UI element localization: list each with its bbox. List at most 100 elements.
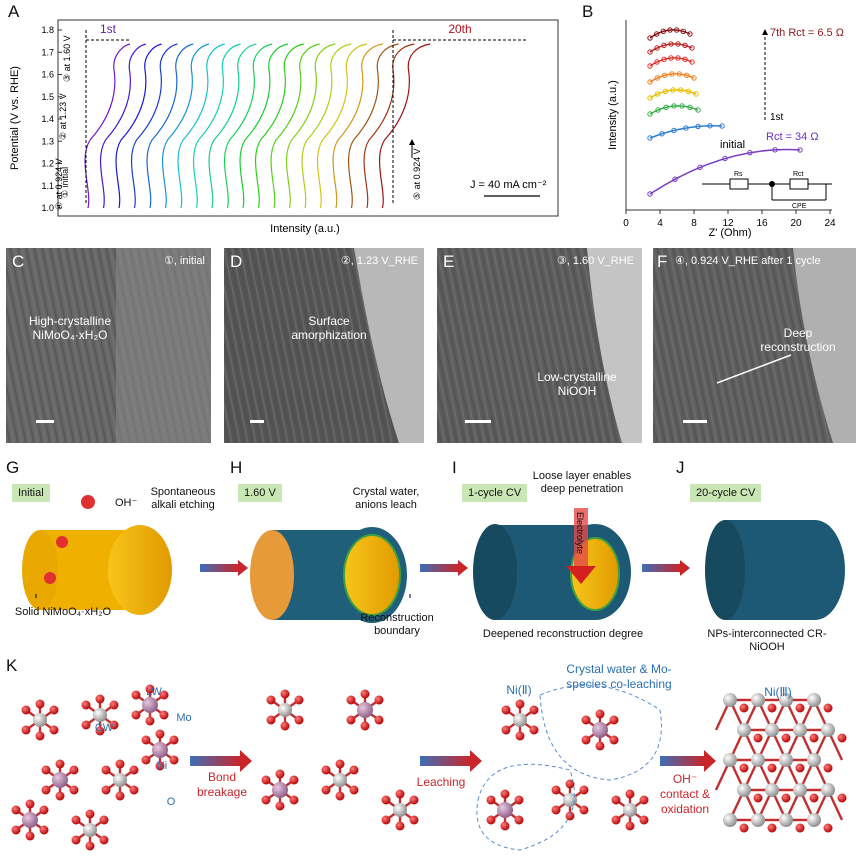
ni-atom: [737, 783, 751, 797]
ni-atom: [751, 813, 765, 827]
nyquist-point: [647, 95, 653, 101]
o-atom: [739, 703, 749, 713]
o-atom: [514, 815, 524, 825]
nyquist-arc: [649, 148, 801, 195]
tem-c-label: ①, initial: [163, 255, 205, 267]
nyquist-point: [687, 31, 693, 37]
nyquist-point: [647, 35, 653, 41]
cycle-curve: [254, 43, 304, 209]
o-atom: [159, 710, 169, 720]
chart-b-first-label: 1st: [770, 112, 784, 123]
o-atom: [529, 725, 539, 735]
o-atom: [595, 741, 605, 751]
o-atom: [129, 785, 139, 795]
scale-bar-e: [465, 420, 491, 423]
ni-atom: [723, 813, 737, 827]
chart-b-initial-label: initial: [720, 139, 745, 151]
marker-5: ⑤ at 0.924 V: [412, 148, 422, 200]
o-atom: [280, 689, 290, 699]
nyquist-point: [647, 79, 653, 85]
chart-a-curves: [84, 43, 431, 209]
leach-label: Crystal water, anions leach: [352, 486, 420, 511]
nyquist-point: [772, 147, 778, 153]
xtick-label: 12: [722, 218, 734, 229]
ni-atom: [83, 823, 97, 837]
current-density-label: J = 40 mA cm⁻²: [470, 179, 547, 191]
electrolyte-label: Electrolyte: [575, 512, 585, 555]
o-atom: [611, 815, 621, 825]
cycle-curve: [192, 43, 241, 209]
chart-a-xlabel: Intensity (a.u.): [270, 223, 340, 235]
o-atom: [35, 731, 45, 741]
nyquist-point: [691, 75, 697, 81]
mo-atom: [592, 722, 608, 738]
o-atom: [261, 795, 271, 805]
pellet-20cycle: [705, 520, 845, 620]
o-atom: [395, 821, 405, 831]
o-atom: [500, 821, 510, 831]
o-atom: [261, 775, 271, 785]
marker-3: ③ at 1.60 V: [62, 35, 72, 82]
o-label: O: [166, 796, 176, 808]
cycle-curve: [130, 43, 178, 209]
o-atom: [99, 835, 109, 845]
nyquist-point: [682, 42, 688, 49]
ni-atom: [623, 803, 637, 817]
ni-atom: [113, 773, 127, 787]
o-atom: [95, 694, 105, 704]
cw-label: CW: [94, 722, 114, 734]
o-atom: [781, 733, 791, 743]
o-atom: [515, 699, 525, 709]
o-atom: [289, 795, 299, 805]
o-atom: [115, 791, 125, 801]
o-atom: [159, 690, 169, 700]
circuit-rs: Rs: [734, 171, 743, 178]
nyquist-point: [695, 107, 701, 113]
o-atom: [486, 795, 496, 805]
chart-b-ylabel: Intensity (a.u.): [607, 80, 619, 150]
lattice-texture: [224, 248, 424, 443]
nps-label: NPs-interconnected CR-NiOOH: [707, 628, 827, 653]
panel-letter-a: A: [8, 2, 20, 21]
o-atom: [115, 759, 125, 769]
chart-b-top-label: 7th Rct = 6.5 Ω: [770, 27, 844, 39]
o-atom: [823, 763, 833, 773]
o-atom: [39, 805, 49, 815]
chart-b: 0 4 8 12 16 20 24 Intensity (a.u.) Z' (Ohm) 7t…: [607, 20, 844, 239]
panel-letter-i: I: [452, 458, 457, 477]
tem-d-label: ②, 1.23 V_RHE: [340, 255, 418, 267]
nyquist-arc: [649, 43, 693, 53]
deepened-label: Deepened reconstruction degree: [482, 628, 644, 640]
o-atom: [289, 775, 299, 785]
nyquist-point: [683, 125, 689, 131]
o-atom: [809, 793, 819, 803]
nyquist-point: [667, 27, 673, 33]
ytick-label: 1.8: [41, 25, 54, 35]
circuit-rct: Rct: [793, 171, 804, 178]
tag-160v: 1.60 V: [238, 484, 282, 502]
o-atom: [529, 705, 539, 715]
o-atom: [837, 793, 847, 803]
o-atom: [639, 815, 649, 825]
o-atom: [409, 815, 419, 825]
nyquist-point: [654, 91, 661, 97]
ni-atom: [779, 693, 793, 707]
oh-label: OH⁻: [115, 497, 138, 509]
ni-atom: [723, 693, 737, 707]
o-atom: [795, 823, 805, 833]
o-atom: [275, 801, 285, 811]
nyquist-point: [659, 131, 665, 137]
o-atom: [69, 785, 79, 795]
tem-f-label: ④, 0.924 V_RHE after 1 cycle: [675, 255, 821, 267]
nyquist-point: [679, 103, 685, 109]
panel-letter-g: G: [6, 458, 20, 477]
arrow-g-h: [200, 564, 238, 572]
mo-atom: [152, 742, 168, 758]
o-atom: [71, 835, 81, 845]
o-atom: [11, 825, 21, 835]
ni-atom: [513, 713, 527, 727]
tag-1cycle: 1-cycle CV: [462, 484, 528, 502]
nyquist-point: [675, 41, 681, 47]
nyquist-point: [683, 72, 690, 79]
tag-initial: Initial: [12, 484, 50, 502]
